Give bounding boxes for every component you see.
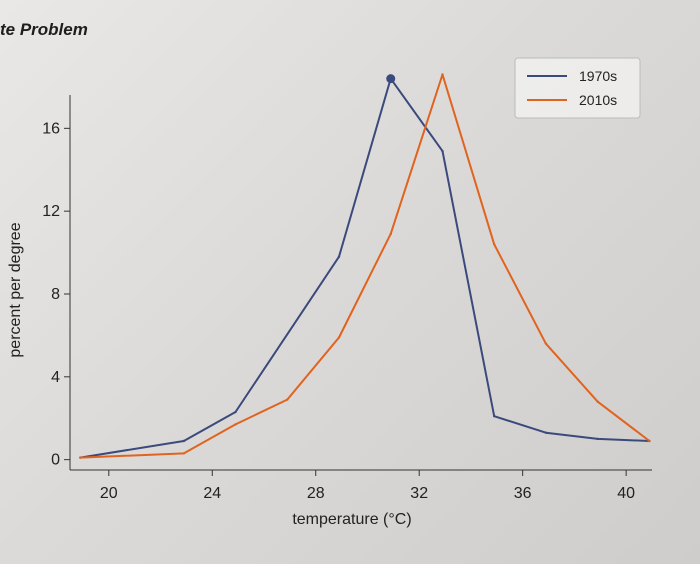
data-point-1970s (234, 410, 237, 414)
data-point-2010s (596, 400, 599, 403)
chart-legend: 1970s 2010s (514, 57, 641, 119)
chart-ticks: 20 24 28 32 36 40 0 4 8 12 16 (42, 120, 635, 502)
data-point-1970s (441, 149, 444, 153)
legend-label-2010s: 2010s (579, 92, 617, 108)
y-axis-title: percent per degree (7, 222, 24, 357)
x-tick-label: 28 (307, 485, 325, 502)
legend-label-1970s: 1970s (579, 68, 617, 84)
peak-marker-1970s (386, 74, 396, 84)
series-line-2010s (80, 73, 651, 459)
data-point-2010s (234, 423, 237, 426)
y-tick-label: 16 (42, 120, 60, 137)
data-point-2010s (182, 452, 186, 455)
chart-series (79, 73, 651, 459)
data-point-1970s (596, 437, 599, 441)
x-tick-label: 36 (514, 485, 532, 502)
data-point-1970s (544, 431, 548, 434)
data-point-2010s (544, 342, 548, 345)
x-tick-label: 32 (410, 485, 428, 502)
x-axis-title: temperature (°C) (292, 511, 411, 528)
series-line-1970s (80, 77, 650, 459)
y-tick-label: 4 (51, 369, 60, 386)
data-point-2010s (286, 398, 289, 401)
data-point-1970s (493, 414, 496, 418)
y-tick-label: 12 (42, 203, 60, 220)
y-tick-label: 8 (51, 286, 60, 303)
x-tick-label: 40 (617, 485, 635, 502)
page-header: te Problem (0, 20, 88, 39)
x-tick-label: 24 (203, 485, 221, 502)
x-tick-label: 20 (100, 485, 118, 502)
data-point-2010s (441, 73, 444, 76)
data-point-2010s (337, 336, 341, 339)
data-point-2010s (389, 232, 392, 236)
chart-axes (69, 95, 652, 471)
data-point-2010s (648, 439, 651, 443)
data-point-2010s (79, 456, 82, 459)
y-tick-label: 0 (51, 452, 60, 469)
data-point-1970s (182, 439, 186, 443)
legend-box (514, 57, 641, 119)
data-point-2010s (493, 243, 496, 246)
data-point-1970s (337, 255, 341, 258)
